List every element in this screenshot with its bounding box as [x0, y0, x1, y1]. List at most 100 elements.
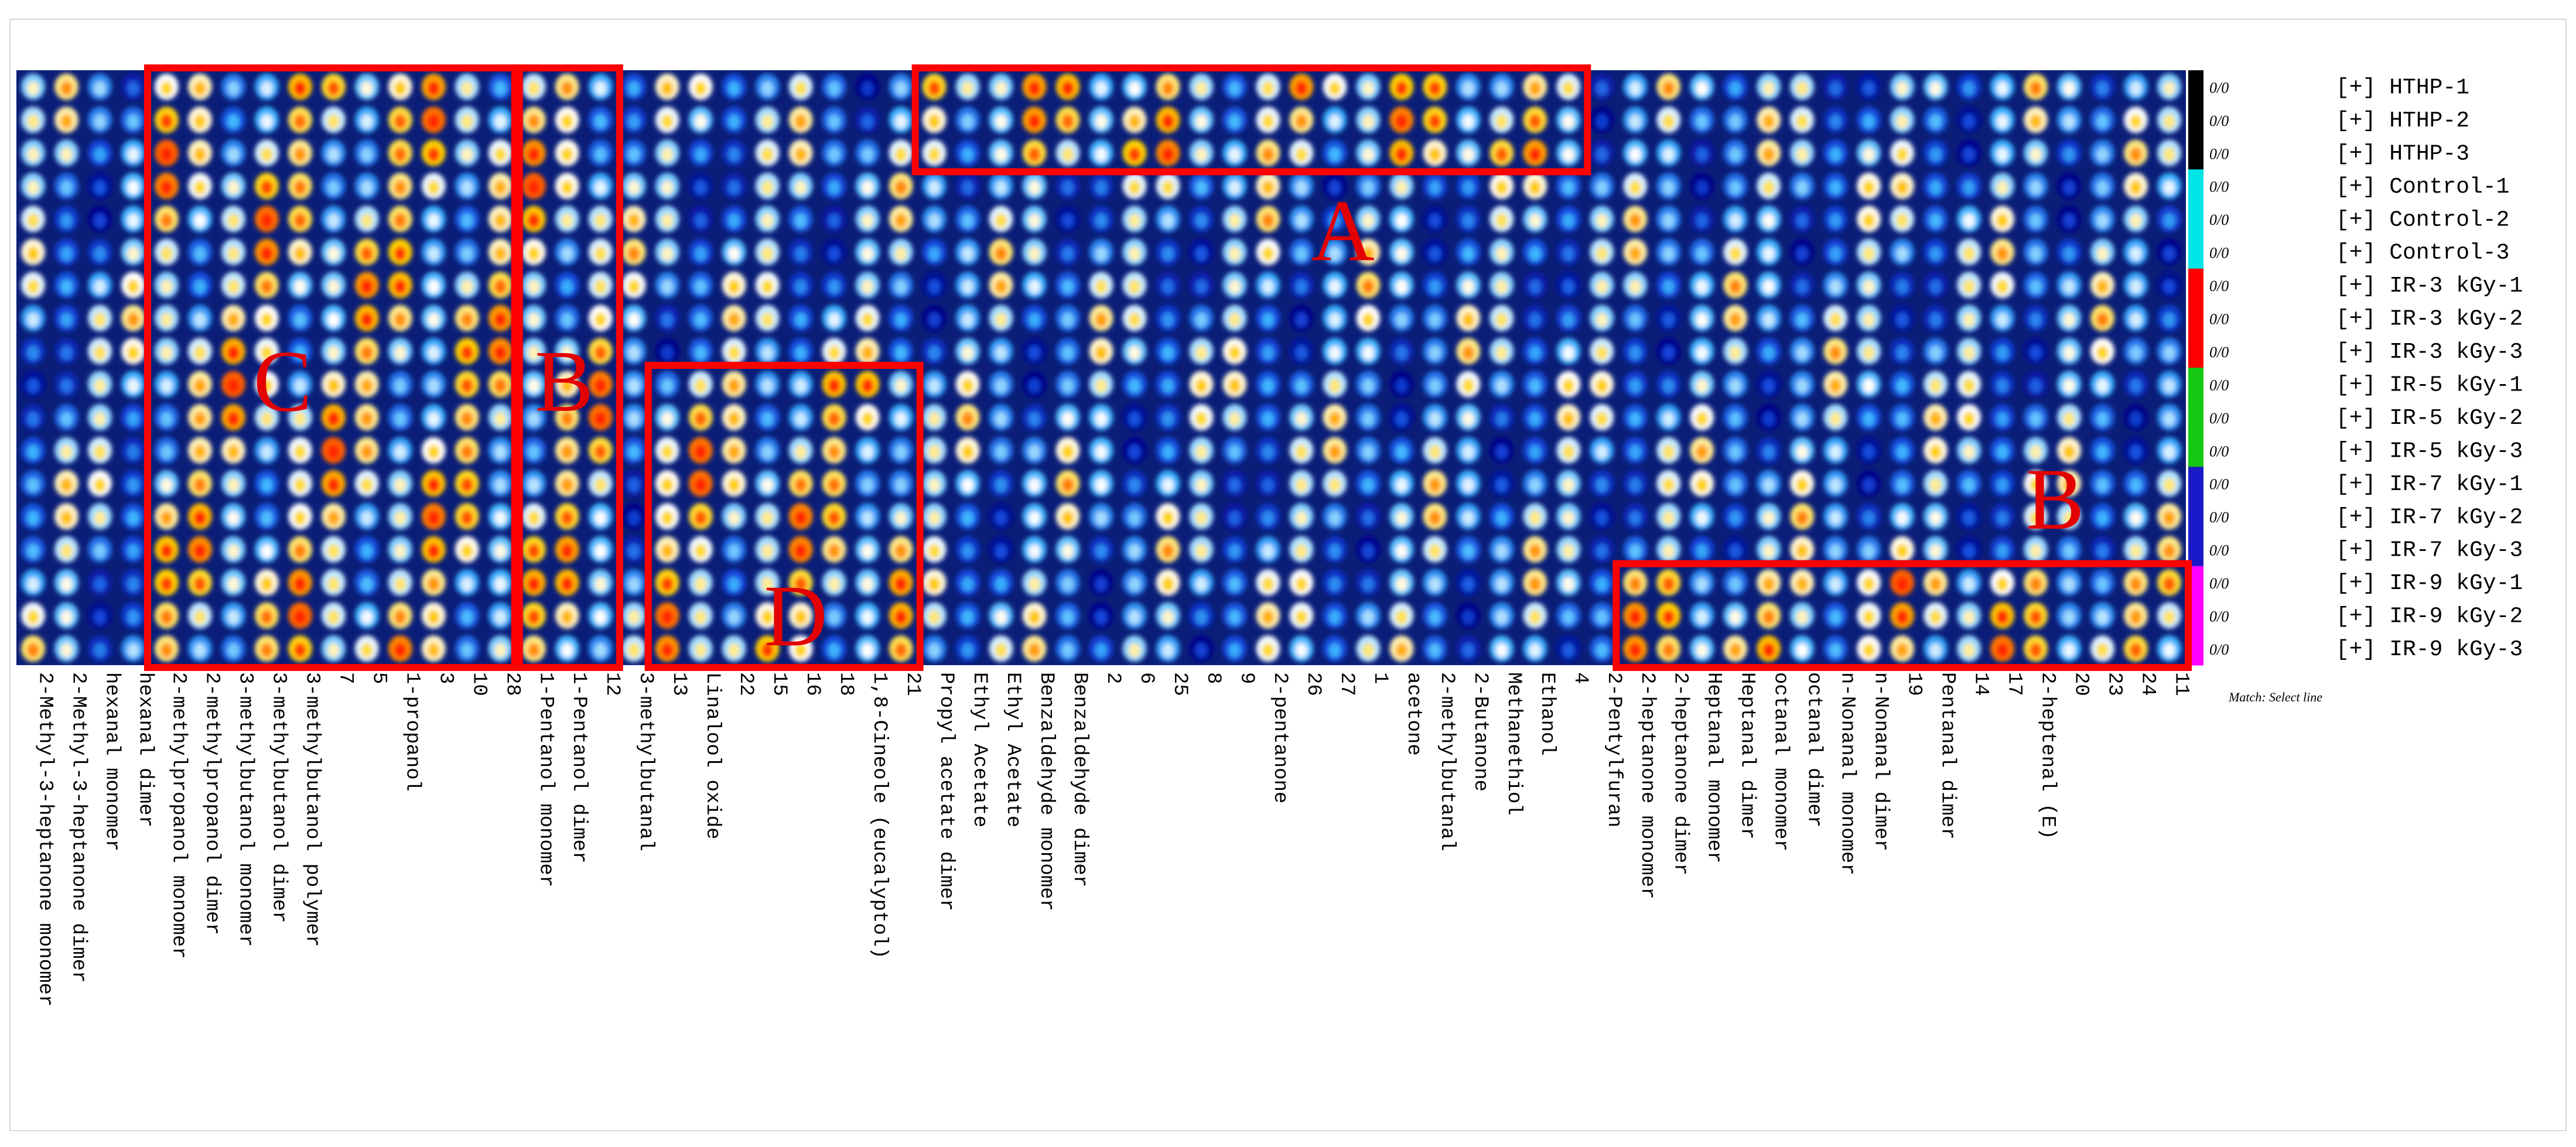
column-label: n-Nonanal dimer	[1870, 672, 1892, 851]
heatmap-cell-core	[1596, 378, 1608, 393]
heatmap-cell-core	[794, 180, 807, 195]
heatmap-cell-core	[227, 147, 240, 162]
heatmap-cell-core	[928, 643, 941, 658]
row-label[interactable]: [+] HTHP-2	[2336, 108, 2469, 133]
heatmap-cell-core	[1328, 643, 1341, 658]
heatmap-cell-core	[1295, 213, 1308, 228]
heatmap-cell-core	[160, 345, 173, 360]
heatmap-cell-core	[661, 643, 674, 658]
row-label[interactable]: [+] IR-3 kGy-1	[2336, 273, 2523, 299]
heatmap-cell-core	[1262, 378, 1275, 393]
heatmap-cell-core	[694, 213, 707, 228]
heatmap-cell-core	[1495, 279, 1508, 295]
heatmap-cell-core	[1829, 412, 1842, 426]
heatmap-cell-core	[327, 577, 340, 592]
row-label[interactable]: [+] IR-7 kGy-3	[2336, 538, 2523, 563]
heatmap-cell-core	[1262, 610, 1275, 625]
heatmap-cell-core	[261, 412, 273, 426]
heatmap-cell-core	[1696, 345, 1708, 360]
row-label[interactable]: [+] IR-7 kGy-1	[2336, 472, 2523, 497]
heatmap-cell-core	[1796, 412, 1808, 426]
heatmap-cell-core	[1128, 412, 1141, 426]
heatmap-cell-core	[94, 114, 106, 129]
heatmap-cell-core	[1328, 312, 1341, 327]
heatmap-cell-core	[661, 610, 674, 625]
heatmap-cell-core	[1596, 412, 1608, 426]
heatmap-cell-core	[1228, 213, 1241, 228]
row-label[interactable]: [+] IR-7 kGy-2	[2336, 505, 2523, 530]
heatmap-cell-core	[494, 180, 507, 195]
heatmap-cell-core	[928, 147, 941, 162]
heatmap-cell-core	[1095, 114, 1108, 129]
heatmap-cell-core	[1662, 246, 1675, 261]
heatmap-cell-core	[1729, 577, 1741, 592]
heatmap-cell-core	[727, 114, 740, 129]
heatmap-cell-core	[227, 378, 240, 393]
heatmap-cell-core	[1362, 511, 1375, 526]
heatmap-cell-core	[27, 180, 39, 195]
heatmap-cell-core	[1562, 378, 1575, 393]
row-label[interactable]: [+] IR-5 kGy-1	[2336, 373, 2523, 398]
heatmap-cell-core	[1161, 345, 1174, 360]
heatmap-cell-core	[1696, 81, 1708, 96]
heatmap-cell-core	[1829, 478, 1842, 492]
heatmap-cell-core	[461, 412, 473, 426]
heatmap-cell-core	[2096, 543, 2109, 559]
heatmap-cell-core	[94, 643, 106, 658]
heatmap-cell-core	[1495, 444, 1508, 460]
heatmap-cell-core	[461, 279, 473, 295]
heatmap-cell-core	[1195, 478, 1208, 492]
row-label[interactable]: [+] IR-5 kGy-3	[2336, 439, 2523, 464]
heatmap-cell-core	[1762, 147, 1775, 162]
row-label[interactable]: [+] HTHP-1	[2336, 76, 2469, 101]
heatmap-cell-core	[94, 81, 106, 96]
heatmap-cell-core	[361, 543, 373, 559]
heatmap-cells	[21, 73, 2181, 662]
heatmap-cell-core	[60, 478, 73, 492]
heatmap-cell-core	[1896, 345, 1908, 360]
heatmap-cell-core	[1796, 577, 1808, 592]
heatmap-cell-core	[2063, 577, 2075, 592]
heatmap-cell-core	[1762, 577, 1775, 592]
heatmap-cell-core	[1295, 478, 1308, 492]
heatmap-cell-core	[60, 643, 73, 658]
heatmap-cell-core	[2030, 213, 2042, 228]
highlight-region-box	[144, 64, 523, 671]
row-label[interactable]: [+] Control-1	[2336, 174, 2509, 200]
row-label[interactable]: [+] Control-2	[2336, 207, 2509, 232]
heatmap-cell-core	[1128, 114, 1141, 129]
heatmap-cell-core	[94, 378, 106, 393]
heatmap-cell-core	[528, 444, 540, 460]
heatmap-cell-core	[1095, 610, 1108, 625]
heatmap-cell-core	[2063, 312, 2075, 327]
heatmap-cell-core	[1629, 279, 1642, 295]
heatmap-cell-core	[2163, 643, 2175, 658]
heatmap-cell-core	[961, 147, 974, 162]
heatmap-cell-core	[1328, 378, 1341, 393]
heatmap-cell-core	[894, 279, 907, 295]
region-label: B	[2026, 451, 2085, 548]
row-label[interactable]: [+] IR-9 kGy-1	[2336, 571, 2523, 596]
heatmap-cell-core	[1562, 478, 1575, 492]
row-label[interactable]: [+] HTHP-3	[2336, 141, 2469, 166]
heatmap-cell-core	[1195, 246, 1208, 261]
heatmap-cell-core	[2096, 213, 2109, 228]
group-color-swatch	[2188, 499, 2203, 533]
heatmap-cell-core	[1228, 180, 1241, 195]
heatmap-cell-core	[1829, 147, 1842, 162]
row-label[interactable]: [+] IR-9 kGy-3	[2336, 637, 2523, 662]
heatmap-cell-core	[428, 81, 440, 96]
heatmap-cell-core	[2063, 643, 2075, 658]
heatmap-cell-core	[928, 511, 941, 526]
row-label[interactable]: [+] Control-3	[2336, 241, 2509, 266]
column-label: 1-Pentanol dimer	[568, 672, 590, 863]
heatmap-cell-core	[1963, 511, 1975, 526]
heatmap-cell-core	[1462, 114, 1475, 129]
row-label[interactable]: [+] IR-3 kGy-3	[2336, 340, 2523, 365]
row-label[interactable]: [+] IR-9 kGy-2	[2336, 604, 2523, 629]
heatmap-cell-core	[394, 246, 406, 261]
heatmap-cell-core	[461, 114, 473, 129]
heatmap-cell-core	[727, 577, 740, 592]
row-label[interactable]: [+] IR-3 kGy-2	[2336, 307, 2523, 332]
row-label[interactable]: [+] IR-5 kGy-2	[2336, 406, 2523, 431]
